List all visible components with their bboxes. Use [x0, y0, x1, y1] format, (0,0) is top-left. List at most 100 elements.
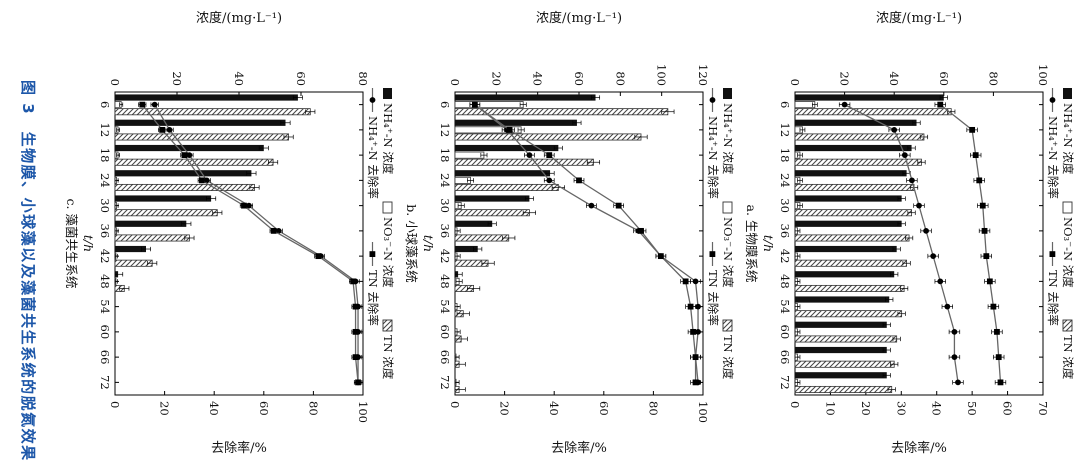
- bar-hatch: [794, 183, 915, 191]
- conc-tick-label: 80: [986, 71, 1000, 86]
- marker-square: [995, 354, 1002, 361]
- conc-tick-label: 60: [294, 71, 308, 86]
- time-tick-label: 36: [438, 224, 452, 239]
- marker-circle: [916, 202, 922, 209]
- conc-tick-label: 20: [838, 71, 852, 86]
- legend-label: NH₄⁺-N 浓度: [721, 103, 735, 175]
- marker-square: [979, 202, 986, 209]
- conc-axis-title: 浓度/(mg·L⁻¹): [876, 10, 962, 26]
- bar-hatch: [794, 108, 952, 116]
- conc-tick-label: 80: [613, 71, 627, 86]
- bar-black: [794, 321, 887, 328]
- marker-circle: [546, 177, 553, 184]
- line-circle: [474, 104, 699, 383]
- bar-hatch: [794, 335, 898, 343]
- marker-square: [241, 202, 247, 209]
- bar-black: [115, 220, 187, 227]
- time-tick-label: 24: [98, 173, 112, 188]
- removal-tick-label: 60: [257, 401, 271, 416]
- legend-label: NH₄⁺-N 去除率: [366, 116, 380, 199]
- marker-square: [355, 379, 361, 386]
- time-tick-label: 72: [778, 375, 792, 390]
- removal-tick-label: 60: [597, 401, 611, 416]
- bar-black: [795, 296, 890, 303]
- legend-label: NO₃⁻-N 浓度: [1061, 217, 1075, 288]
- bar-black: [795, 144, 912, 152]
- panel-subtitle: b. 小球藻系统: [404, 204, 419, 282]
- plot-frame: [794, 91, 1044, 396]
- bar-hatch: [794, 133, 925, 141]
- line-square: [474, 104, 697, 383]
- conc-tick-label: 40: [887, 71, 901, 86]
- bar-white: [454, 101, 524, 109]
- removal-tick-label: 70: [1036, 401, 1050, 416]
- marker-square: [994, 328, 1000, 335]
- time-tick-label: 30: [778, 198, 792, 213]
- bar-hatch: [794, 310, 903, 318]
- marker-circle: [166, 126, 173, 133]
- marker-square: [546, 152, 553, 159]
- marker-square: [159, 126, 166, 133]
- marker-square: [139, 101, 146, 108]
- removal-tick-label: 30: [894, 401, 908, 416]
- time-tick-label: 48: [438, 274, 452, 289]
- marker-square: [576, 177, 582, 184]
- bar-hatch: [114, 183, 255, 191]
- marker-square: [682, 278, 689, 285]
- legend-label: NH₄⁺-N 去除率: [706, 116, 720, 199]
- marker-square: [352, 328, 359, 335]
- removal-tick-label: 20: [498, 401, 512, 416]
- marker-square: [692, 379, 699, 386]
- time-tick-label: 42: [98, 249, 112, 264]
- conc-tick-label: 20: [489, 71, 503, 86]
- conc-tick-label: 60: [937, 71, 951, 86]
- bar-black: [795, 195, 902, 202]
- conc-tick-label: 100: [1036, 64, 1050, 86]
- marker-circle: [526, 152, 533, 159]
- bar-black: [795, 170, 907, 177]
- marker-circle: [692, 278, 699, 285]
- bar-black: [455, 94, 596, 101]
- marker-circle: [937, 278, 944, 285]
- time-tick-label: 66: [778, 350, 792, 365]
- bar-hatch: [794, 360, 895, 368]
- marker-square: [976, 177, 983, 184]
- bar-black: [115, 94, 298, 101]
- marker-square: [983, 253, 990, 260]
- marker-circle: [588, 202, 595, 209]
- time-tick-label: 42: [778, 249, 792, 264]
- bar-black: [794, 245, 897, 253]
- panel-subtitle: a. 生物膜系统: [744, 205, 759, 283]
- bar-black: [794, 346, 887, 354]
- bar-hatch: [454, 183, 559, 191]
- marker-circle: [891, 126, 898, 133]
- marker-square: [972, 152, 979, 159]
- removal-tick-label: 40: [547, 401, 561, 416]
- marker-square: [198, 177, 205, 184]
- bar-hatch: [794, 259, 908, 267]
- marker-square: [969, 126, 976, 133]
- legend-label: TN 浓度: [1061, 335, 1075, 380]
- removal-axis-title: 去除率/%: [891, 440, 947, 456]
- marker-circle: [951, 328, 958, 335]
- marker-circle: [841, 101, 848, 108]
- removal-axis-title: 去除率/%: [551, 440, 607, 456]
- panel-subtitle: c. 藻菌共生系统: [64, 199, 79, 289]
- time-tick-label: 54: [438, 299, 452, 314]
- removal-axis-title: 去除率/%: [211, 440, 267, 456]
- conc-tick-label: 60: [572, 71, 586, 86]
- legend-label: TN 浓度: [721, 335, 735, 380]
- chart-panel-c: 0 20 40 60 80 0 20 40 60 80 100 6 12 18 24 30 36 42 48 54 60…: [64, 10, 395, 456]
- time-tick-label: 36: [778, 224, 792, 239]
- bar-black: [115, 245, 146, 253]
- legend-label: NH₄⁺-N 去除率: [1046, 116, 1060, 199]
- removal-tick-label: 80: [306, 401, 320, 416]
- bar-hatch: [454, 209, 530, 217]
- legend-label: NH₄⁺-N 浓度: [1061, 103, 1075, 175]
- line-square: [939, 104, 1002, 383]
- time-axis-title: t/h: [761, 235, 776, 252]
- time-tick-label: 60: [98, 325, 112, 340]
- time-tick-label: 36: [98, 224, 112, 239]
- bar-hatch: [454, 133, 642, 141]
- chart-panel-b: 0 20 40 60 80 100 120 0 20 40 60 80 100 6 12 18 24 30 36 42…: [404, 10, 735, 456]
